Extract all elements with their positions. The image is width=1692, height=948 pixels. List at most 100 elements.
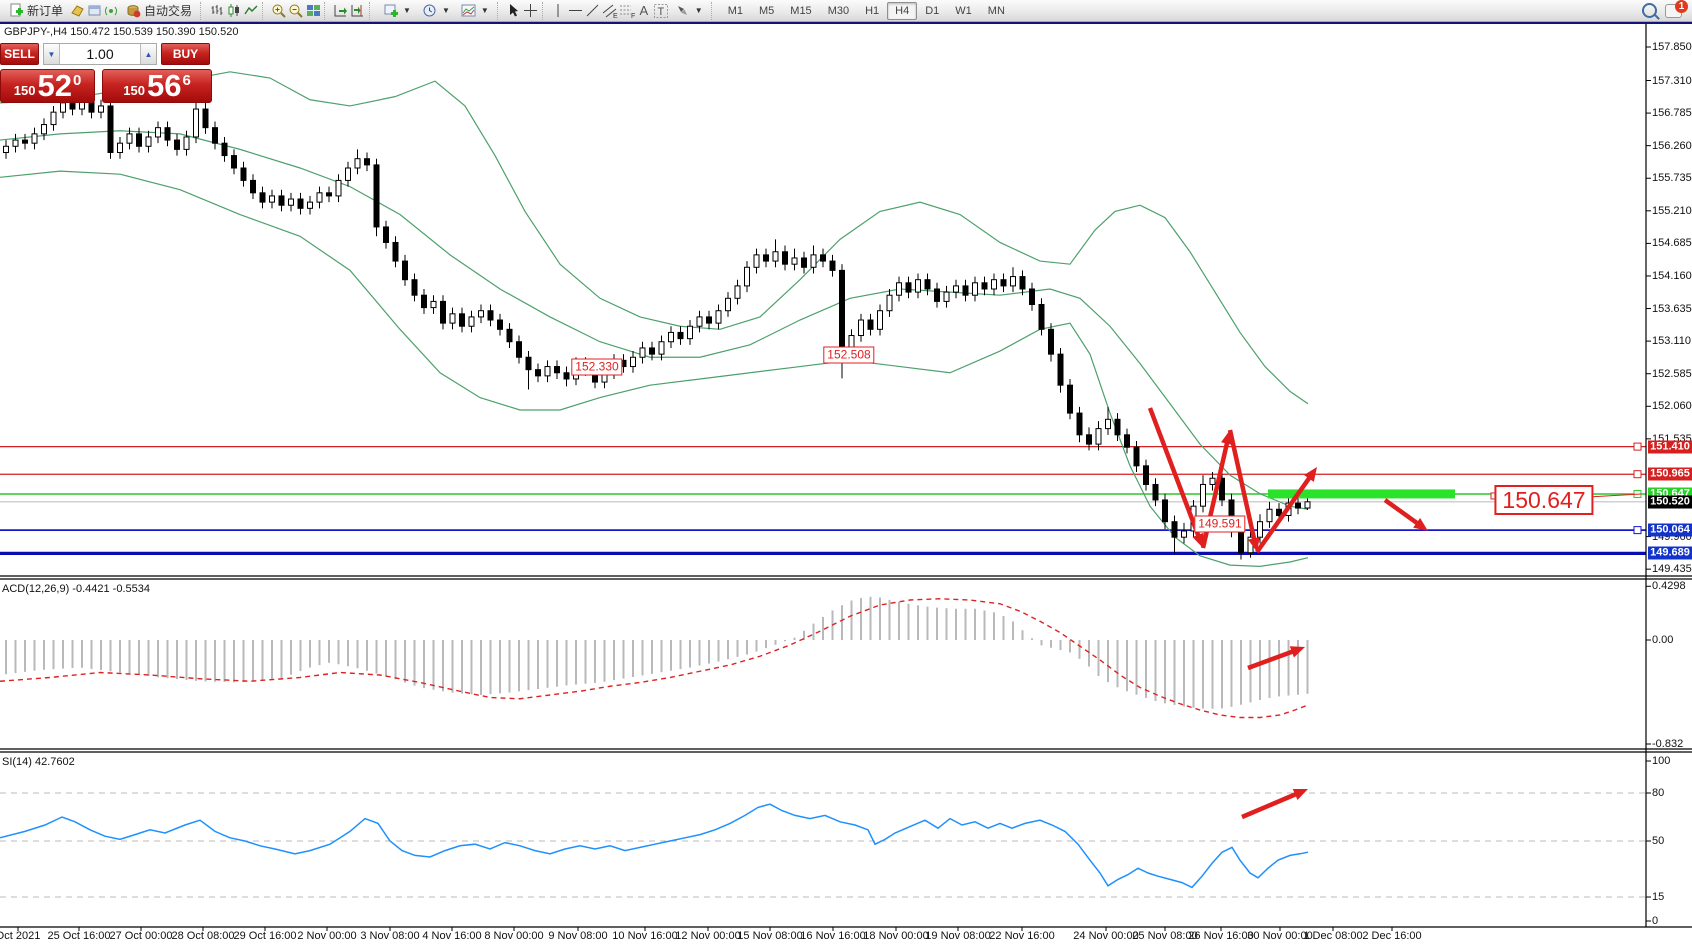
fibonacci-icon[interactable]: F <box>619 3 635 19</box>
time-axis-label[interactable]: 25 Nov 08:00 <box>1132 930 1198 942</box>
bid-big-figure: 150 <box>13 83 36 98</box>
price-axis-tick: 154.160 <box>1652 269 1692 282</box>
timeframe-W1[interactable]: W1 <box>955 4 972 17</box>
time-axis-label[interactable]: 8 Nov 00:00 <box>484 930 544 942</box>
time-axis-label[interactable]: 25 Oct 16:00 <box>47 930 111 942</box>
time-axis-label[interactable]: 24 Nov 00:00 <box>1073 930 1139 942</box>
level-marker <box>1633 470 1642 479</box>
period-button[interactable]: ▼ <box>417 0 455 22</box>
price-axis-tick: 157.850 <box>1652 41 1692 53</box>
time-axis-label[interactable]: 12 Nov 00:00 <box>675 930 741 942</box>
ask-price-tile[interactable]: 150 56 6 <box>102 69 212 103</box>
crosshair-icon[interactable] <box>523 3 539 19</box>
rsi-indicator-label: SI(14) 42.7602 <box>2 756 75 768</box>
time-axis-label[interactable]: 2 Nov 00:00 <box>297 930 357 942</box>
price-annotation-label[interactable]: 150.647 <box>1494 485 1594 515</box>
ask-pipette: 6 <box>182 72 191 89</box>
volume-input[interactable]: 1.00 <box>86 46 114 62</box>
candlestick-chart-icon[interactable] <box>226 3 242 19</box>
tile-windows-icon[interactable] <box>305 3 321 19</box>
time-axis-label[interactable]: 9 Nov 08:00 <box>548 930 608 942</box>
timeframe-MN[interactable]: MN <box>987 4 1005 17</box>
cursor-icon[interactable] <box>506 3 522 19</box>
search-icon[interactable] <box>1642 3 1657 18</box>
price-axis-tick: 153.635 <box>1652 302 1692 315</box>
time-axis-label[interactable]: 16 Nov 16:00 <box>800 930 866 942</box>
text-label-icon[interactable]: T <box>653 3 669 19</box>
auto-trading-button[interactable]: 自动交易 <box>120 0 197 22</box>
letter-e: E <box>613 13 618 19</box>
price-annotation-label[interactable]: 149.591 <box>1194 515 1246 533</box>
price-axis-badge: 151.410 <box>1648 440 1692 454</box>
volume-increase-button[interactable]: ▲ <box>140 44 156 64</box>
horizontal-line-icon[interactable] <box>568 3 584 19</box>
time-axis-label[interactable]: 2 Dec 16:00 <box>1362 930 1422 942</box>
vertical-line-icon[interactable] <box>551 3 567 19</box>
toolbar-separator <box>324 1 330 20</box>
market-watch-icon[interactable] <box>69 3 85 19</box>
trendline-icon[interactable] <box>585 3 601 19</box>
signals-icon[interactable] <box>103 3 119 19</box>
auto-scroll-icon[interactable] <box>333 3 349 19</box>
bar-chart-icon[interactable] <box>209 3 225 19</box>
zoom-in-icon[interactable] <box>271 3 287 19</box>
rsi-axis-tick: 15 <box>1652 891 1665 903</box>
volume-decrease-button[interactable]: ▼ <box>44 44 60 64</box>
time-axis-label[interactable]: 19 Nov 08:00 <box>925 930 991 942</box>
arrows-button[interactable]: ▼ <box>670 0 708 22</box>
macd-indicator-label: ACD(12,26,9) -0.4421 -0.5534 <box>2 583 150 595</box>
timeframe-H1[interactable]: H1 <box>865 4 880 17</box>
price-axis-tick: 156.260 <box>1652 139 1692 152</box>
new-order-button[interactable]: 新订单 <box>3 0 68 22</box>
macd-axis-tick: 0.00 <box>1652 634 1674 646</box>
price-axis-badge: 150.064 <box>1648 523 1692 537</box>
bid-price-tile[interactable]: 150 52 0 <box>0 69 96 103</box>
timeframe-M1[interactable]: M1 <box>727 4 743 17</box>
time-axis-label[interactable]: 30 Nov 00:00 <box>1247 930 1313 942</box>
chart-shift-icon[interactable] <box>350 3 366 19</box>
time-axis-label[interactable]: 29 Oct 16:00 <box>233 930 297 942</box>
timeframe-M5[interactable]: M5 <box>759 4 775 17</box>
trend-arrow <box>1241 790 1302 820</box>
toolbar-separator <box>369 1 375 20</box>
zoom-out-icon[interactable] <box>288 3 304 19</box>
data-window-icon[interactable] <box>86 3 102 19</box>
time-axis-label[interactable]: 18 Nov 00:00 <box>863 930 929 942</box>
chevron-down-icon: ▼ <box>694 6 703 15</box>
time-axis-label[interactable]: 15 Nov 08:00 <box>737 930 803 942</box>
bollinger-middle <box>0 130 1309 510</box>
price-annotation-label[interactable]: 152.330 <box>571 358 623 376</box>
time-axis-label[interactable]: 22 Nov 16:00 <box>989 930 1055 942</box>
chat-icon[interactable]: 1 <box>1665 0 1688 18</box>
toolbar-separator <box>541 1 548 20</box>
one-click-trading-panel: SELL ▼ 1.00 ▲ BUY 150 52 0 150 56 6 <box>0 43 212 103</box>
time-axis-label[interactable]: 4 Nov 16:00 <box>422 930 482 942</box>
time-axis-label[interactable]: Oct 2021 <box>0 930 41 942</box>
macd-histogram <box>5 596 1309 709</box>
timeframe-M30[interactable]: M30 <box>827 4 850 17</box>
template-button[interactable]: ▼ <box>456 0 494 22</box>
bollinger-upper <box>0 71 1309 405</box>
time-axis-label[interactable]: 10 Nov 16:00 <box>612 930 678 942</box>
timeframe-D1[interactable]: D1 <box>925 4 940 17</box>
time-axis-label[interactable]: 27 Oct 00:00 <box>109 930 173 942</box>
time-axis-label[interactable]: 3 Nov 08:00 <box>360 930 420 942</box>
toolbar-separator <box>496 1 503 20</box>
timeframe-H4[interactable]: H4 <box>887 1 918 20</box>
price-annotation-label[interactable]: 152.508 <box>823 346 875 364</box>
template-icon <box>461 3 477 19</box>
timeframe-M15[interactable]: M15 <box>790 4 812 17</box>
equidistant-channel-icon[interactable]: E <box>602 3 618 19</box>
toolbar-separator <box>200 1 206 20</box>
time-axis-label[interactable]: 1 Dec 08:00 <box>1303 930 1363 942</box>
text-icon[interactable]: A <box>639 2 649 18</box>
time-axis-label[interactable]: 26 Nov 16:00 <box>1188 930 1254 942</box>
trend-arrow-head <box>1292 788 1308 800</box>
buy-button[interactable]: BUY <box>161 43 210 65</box>
price-axis-tick: 155.210 <box>1652 204 1692 217</box>
line-chart-icon[interactable] <box>243 3 259 19</box>
add-indicator-button[interactable]: ▼ <box>378 0 416 22</box>
sell-button[interactable]: SELL <box>0 43 39 65</box>
time-axis-label[interactable]: 28 Oct 08:00 <box>171 930 235 942</box>
